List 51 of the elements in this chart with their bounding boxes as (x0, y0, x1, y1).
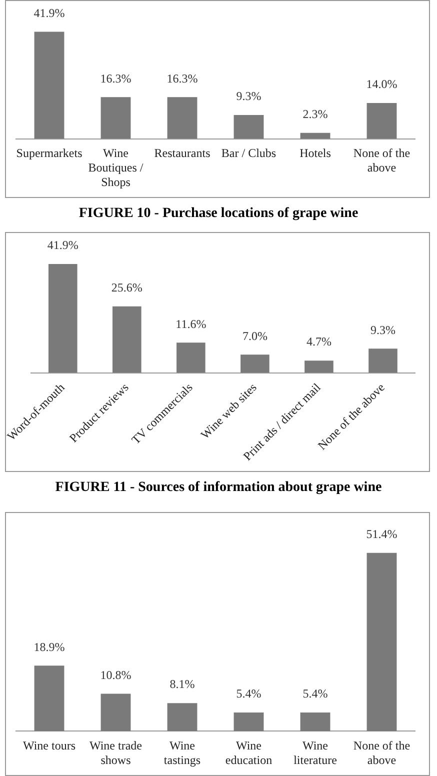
bar (300, 712, 330, 732)
bar (176, 342, 206, 373)
data-label: 5.4% (302, 686, 328, 701)
x-tick-label: Wine trade shows (90, 738, 142, 767)
bar (34, 32, 64, 139)
bar (34, 666, 64, 732)
x-tick-label: Wine web sites (198, 380, 260, 442)
data-label: 4.7% (306, 334, 332, 349)
bar (240, 354, 270, 373)
bar (100, 694, 131, 732)
text: FIGURE 10 - Purchase locations of grape wine (78, 206, 360, 222)
data-label: 8.1% (170, 677, 195, 692)
x-tick-label: Wine Boutiques / Shops (88, 146, 144, 189)
data-label: 14.0% (366, 77, 398, 92)
bar (234, 712, 264, 732)
bar (300, 132, 330, 139)
data-label: 41.9% (47, 238, 78, 252)
bar (167, 703, 198, 732)
bar (112, 306, 142, 373)
x-tick-label: Restaurants (154, 146, 211, 160)
x-tick-label: Wine tastings (164, 738, 201, 767)
bar (366, 552, 397, 732)
bar (100, 97, 131, 139)
x-tick-label: Wine literature (294, 738, 337, 767)
data-label: 25.6% (111, 280, 142, 294)
x-tick-label: Wine education (225, 738, 272, 767)
bar (368, 348, 398, 373)
x-tick-label: Bar / Clubs (221, 146, 276, 160)
data-label: 18.9% (34, 640, 65, 654)
data-label: 16.3% (166, 71, 198, 86)
text: FIGURE 11 - Sources of information about grape wine (54, 480, 383, 496)
bar (167, 97, 198, 139)
data-label: 16.3% (100, 71, 132, 86)
bar (304, 360, 334, 373)
bar (366, 103, 397, 139)
data-label: 9.3% (236, 89, 262, 104)
bar (234, 115, 264, 139)
data-label: 2.3% (302, 107, 328, 122)
x-tick-label: Hotels (300, 146, 332, 160)
x-tick-label: None of the above (353, 738, 410, 767)
data-label: 51.4% (366, 527, 398, 541)
data-label: 7.0% (242, 328, 268, 343)
data-label: 10.8% (100, 668, 132, 682)
data-label: 41.9% (34, 6, 65, 20)
data-label: 5.4% (236, 686, 262, 701)
x-tick-label: Wine tours (22, 738, 76, 753)
data-label: 11.6% (176, 316, 206, 331)
x-tick-label: None of the above (353, 146, 410, 175)
x-tick-label: Supermarkets (16, 146, 83, 160)
bar (48, 264, 78, 373)
data-label: 9.3% (370, 322, 396, 337)
